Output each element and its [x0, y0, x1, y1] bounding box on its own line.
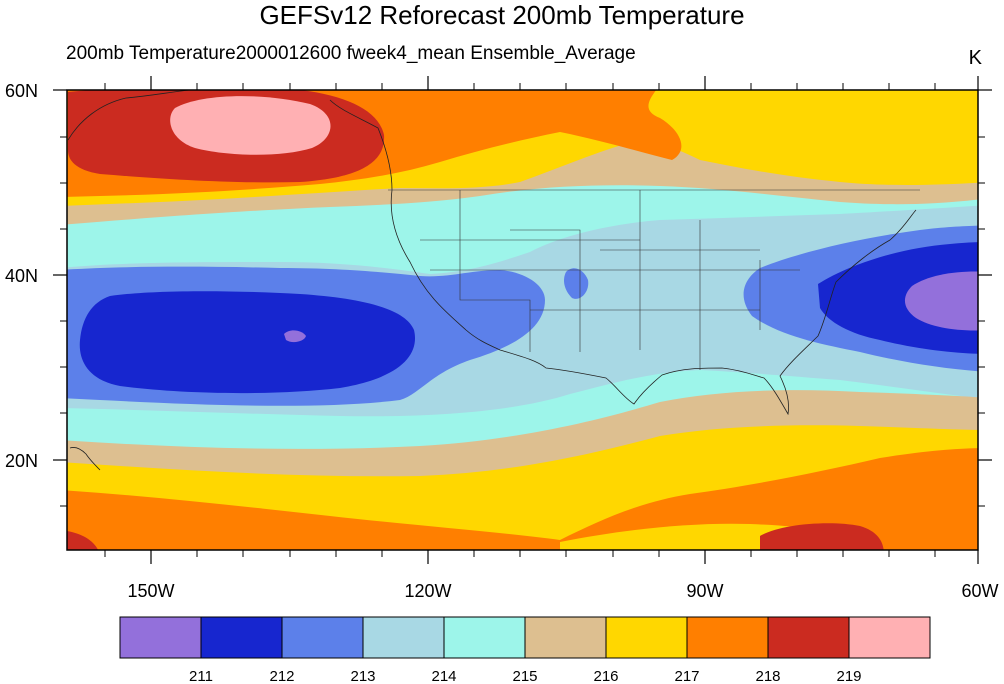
colorbar-swatch: [605, 616, 688, 659]
colorbar-swatch: [848, 616, 931, 659]
lon-tick-label: 60W: [961, 581, 998, 601]
units-label: K: [968, 47, 982, 69]
colorbar-label: 219: [836, 668, 861, 684]
band-219-corner: [67, 530, 99, 550]
colorbar-label: 215: [512, 668, 537, 684]
coastline: [67, 90, 917, 471]
lat-tick-label: 40N: [5, 266, 38, 286]
band-220-north: [170, 96, 331, 155]
colorbar-swatch: [119, 616, 202, 659]
band-212-west: [79, 291, 416, 394]
lon-tick-label: 120W: [404, 581, 451, 601]
colorbar-swatch: [281, 616, 364, 659]
colorbar-label: 213: [350, 668, 375, 684]
map-frame: [66, 89, 979, 551]
colorbar: [119, 616, 931, 659]
band-211-west: [284, 330, 306, 343]
colorbar-label: 212: [269, 668, 294, 684]
band-213-blob: [564, 268, 589, 299]
band-219-south: [760, 523, 884, 550]
lat-tick-label: 20N: [5, 451, 38, 471]
lon-tick-label: 90W: [686, 581, 723, 601]
colorbar-swatch: [200, 616, 283, 659]
colorbar-swatch: [686, 616, 769, 659]
band-211-east: [905, 271, 978, 331]
colorbar-label: 211: [189, 668, 213, 684]
lat-minor-ticks: [60, 136, 985, 507]
colorbar-label: 218: [755, 668, 780, 684]
temperature-field: [67, 90, 978, 550]
map-subtitle: 200mb Temperature2000012600 fweek4_mean …: [66, 43, 636, 64]
lat-major-ticks: [53, 89, 992, 461]
colorbar-swatch: [767, 616, 850, 659]
colorbar-label: 214: [431, 668, 456, 684]
colorbar-swatch: [362, 616, 445, 659]
colorbar-labels: 211 212 213 214 215 216 217 218 219: [189, 668, 861, 684]
colorbar-label: 217: [674, 668, 699, 684]
lon-tick-label: 150W: [127, 581, 174, 601]
colorbar-label: 216: [593, 668, 618, 684]
lon-minor-ticks: [104, 83, 936, 557]
lon-major-ticks: [150, 76, 979, 564]
colorbar-swatch: [524, 616, 607, 659]
colorbar-swatch: [443, 616, 526, 659]
state-borders: [388, 189, 920, 370]
map-title: GEFSv12 Reforecast 200mb Temperature: [259, 0, 745, 30]
lat-tick-label: 60N: [5, 81, 38, 101]
